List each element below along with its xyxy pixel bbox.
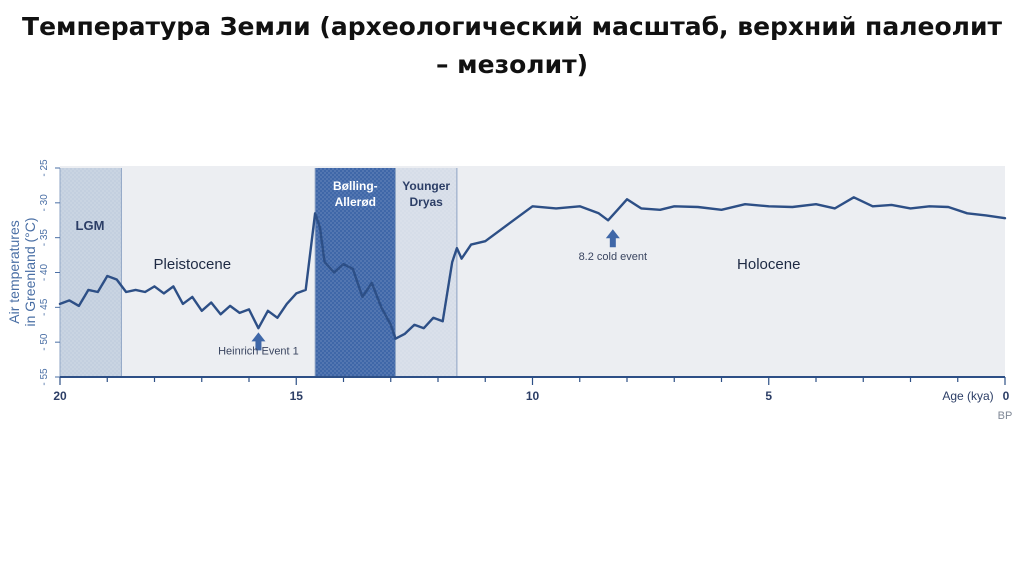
- y-tick-label: - 50: [39, 333, 50, 351]
- y-tick-label: - 45: [39, 298, 50, 316]
- regions-layer: LGM Bølling-Allerød Younger Dryas: [59, 168, 458, 377]
- x-axis-zero-label: 0: [1003, 389, 1010, 403]
- slide-title: Температура Земли (археологический масшт…: [22, 12, 1002, 79]
- series-layer: [58, 196, 1007, 340]
- y-tick-label: - 40: [39, 263, 50, 281]
- region-label: LGM: [76, 218, 105, 233]
- region-label: Younger Dryas: [402, 179, 450, 209]
- x-tick-label: 10: [526, 389, 540, 403]
- x-tick-label: 20: [53, 389, 67, 403]
- x-tick-label: 15: [290, 389, 304, 403]
- x-axis-bp-label: BP: [998, 410, 1013, 422]
- temperature-series-line: [58, 196, 1007, 340]
- y-tick-label: - 55: [39, 368, 50, 386]
- event-arrow: [605, 229, 620, 248]
- era-label: Holocene: [737, 256, 800, 273]
- x-tick-label: 5: [765, 389, 772, 403]
- y-tick-label: - 35: [39, 229, 50, 247]
- event-annotation: Heinrich Event 1: [218, 346, 299, 358]
- region-label: Bølling-Allerød: [333, 179, 378, 209]
- annotations-layer: Pleistocene Holocene Heinrich Event 1 8.2 c…: [154, 229, 800, 358]
- x-axis-label: Age (kya): [942, 389, 993, 403]
- y-axis-label: Air temperaturesin Greenland (°C): [6, 217, 38, 326]
- region-texture: [60, 168, 122, 377]
- axes-layer: - 25 - 30 - 35 - 40 - 45 - 50 - 55 Air temperat…: [6, 159, 1012, 422]
- region-texture: [395, 168, 457, 377]
- y-tick-label: - 25: [39, 159, 50, 177]
- event-annotation: 8.2 cold event: [579, 251, 648, 263]
- y-tick-label: - 30: [39, 194, 50, 212]
- era-label: Pleistocene: [154, 256, 232, 273]
- event-arrow: [251, 332, 266, 351]
